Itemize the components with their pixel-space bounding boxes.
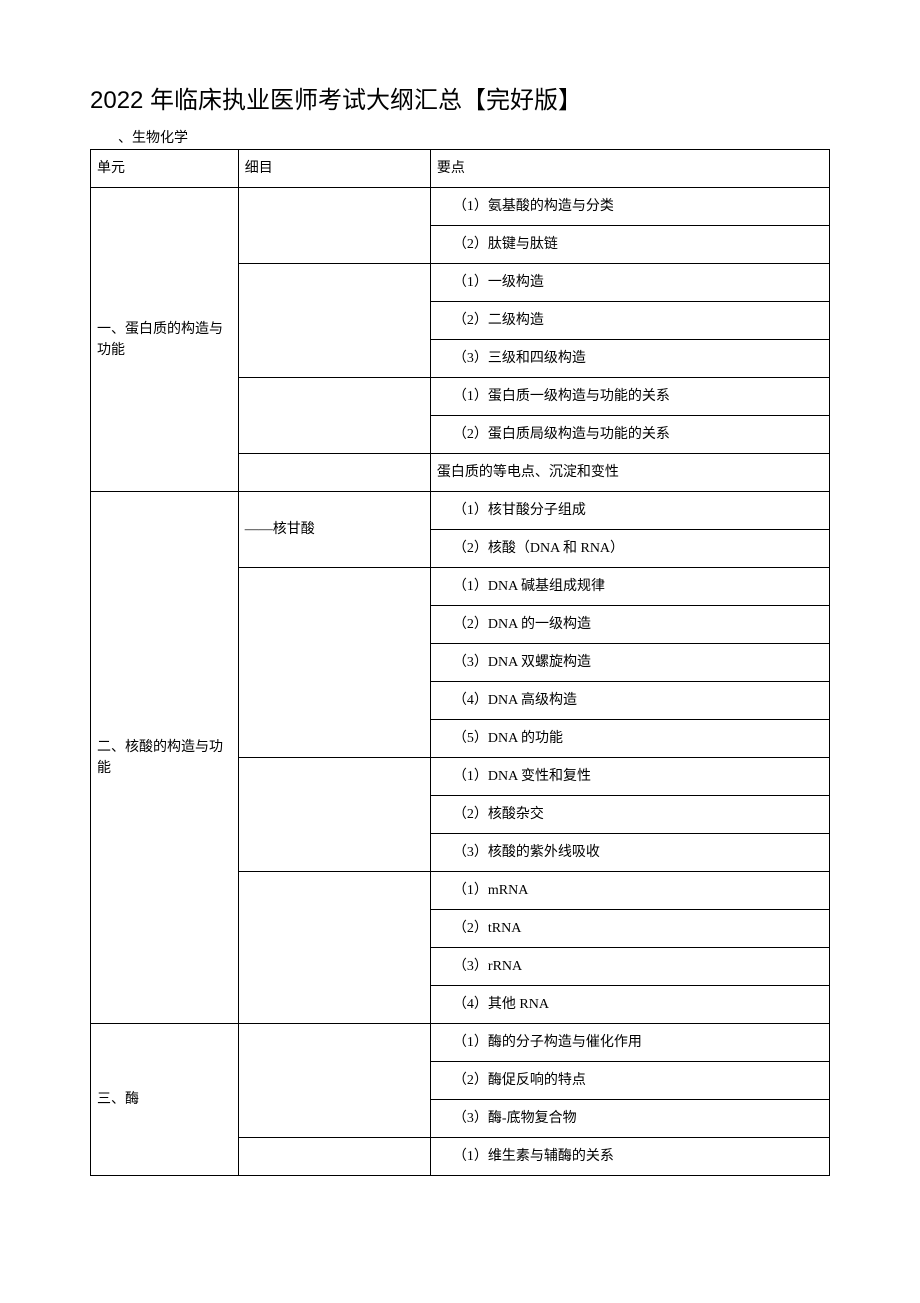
point-cell: （1）维生素与辅酶的关系 bbox=[430, 1138, 829, 1176]
detail-cell bbox=[238, 1024, 430, 1138]
point-cell: （3）rRNA bbox=[430, 948, 829, 986]
detail-cell bbox=[238, 1138, 430, 1176]
point-cell: （1）DNA 碱基组成规律 bbox=[430, 568, 829, 606]
point-cell: （5）DNA 的功能 bbox=[430, 720, 829, 758]
detail-cell bbox=[238, 454, 430, 492]
detail-cell bbox=[238, 758, 430, 872]
col-detail: 细目 bbox=[238, 150, 430, 188]
point-cell: （2）蛋白质局级构造与功能的关系 bbox=[430, 416, 829, 454]
detail-cell bbox=[238, 264, 430, 378]
point-cell: （3）三级和四级构造 bbox=[430, 340, 829, 378]
point-cell: （2）DNA 的一级构造 bbox=[430, 606, 829, 644]
detail-cell bbox=[238, 188, 430, 264]
page-title: 2022 年临床执业医师考试大纲汇总【完好版】 bbox=[90, 80, 830, 115]
point-cell: （4）DNA 高级构造 bbox=[430, 682, 829, 720]
unit-cell: 三、酶 bbox=[91, 1024, 239, 1176]
point-cell: （1）酶的分子构造与催化作用 bbox=[430, 1024, 829, 1062]
table-header-row: 单元 细目 要点 bbox=[91, 150, 830, 188]
point-cell: （1）氨基酸的构造与分类 bbox=[430, 188, 829, 226]
unit-cell: 一、蛋白质的构造与功能 bbox=[91, 188, 239, 492]
detail-cell bbox=[238, 378, 430, 454]
table-row: 三、酶 （1）酶的分子构造与催化作用 bbox=[91, 1024, 830, 1062]
point-cell: （1）DNA 变性和复性 bbox=[430, 758, 829, 796]
detail-cell: ——核甘酸 bbox=[238, 492, 430, 568]
point-cell: （4）其他 RNA bbox=[430, 986, 829, 1024]
point-cell: （1）核甘酸分子组成 bbox=[430, 492, 829, 530]
unit-cell: 二、核酸的构造与功能 bbox=[91, 492, 239, 1024]
detail-cell bbox=[238, 568, 430, 758]
point-cell: （2）tRNA bbox=[430, 910, 829, 948]
detail-cell bbox=[238, 872, 430, 1024]
point-cell: （3）酶-底物复合物 bbox=[430, 1100, 829, 1138]
point-cell: （1）mRNA bbox=[430, 872, 829, 910]
syllabus-table: 单元 细目 要点 一、蛋白质的构造与功能 （1）氨基酸的构造与分类 （2）肽键与… bbox=[90, 149, 830, 1176]
sub-heading: 、生物化学 bbox=[118, 127, 830, 147]
point-cell: （3）DNA 双螺旋构造 bbox=[430, 644, 829, 682]
point-cell: （3）核酸的紫外线吸收 bbox=[430, 834, 829, 872]
point-cell: （2）肽键与肽链 bbox=[430, 226, 829, 264]
col-point: 要点 bbox=[430, 150, 829, 188]
point-cell: （2）核酸杂交 bbox=[430, 796, 829, 834]
table-row: 二、核酸的构造与功能 ——核甘酸 （1）核甘酸分子组成 bbox=[91, 492, 830, 530]
point-cell: （2）酶促反响的特点 bbox=[430, 1062, 829, 1100]
table-row: 一、蛋白质的构造与功能 （1）氨基酸的构造与分类 bbox=[91, 188, 830, 226]
point-cell: （1）蛋白质一级构造与功能的关系 bbox=[430, 378, 829, 416]
point-cell: （1）一级构造 bbox=[430, 264, 829, 302]
point-cell: 蛋白质的等电点、沉淀和变性 bbox=[430, 454, 829, 492]
point-cell: （2）核酸（DNA 和 RNA） bbox=[430, 530, 829, 568]
point-cell: （2）二级构造 bbox=[430, 302, 829, 340]
col-unit: 单元 bbox=[91, 150, 239, 188]
